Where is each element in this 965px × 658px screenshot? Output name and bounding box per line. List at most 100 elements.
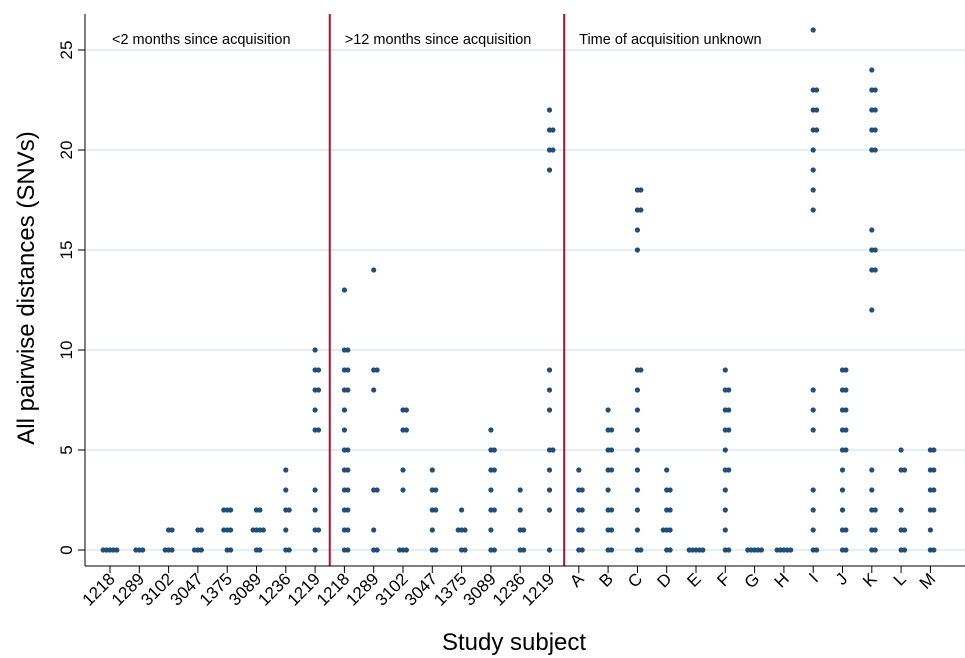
data-point (286, 547, 292, 553)
data-point (550, 127, 556, 133)
data-point (872, 267, 878, 273)
data-point (257, 547, 263, 553)
data-point (931, 467, 937, 473)
data-point (810, 187, 816, 193)
data-point (312, 487, 318, 493)
data-point (221, 507, 227, 513)
data-point (810, 387, 816, 393)
data-point (546, 367, 553, 373)
data-point (608, 507, 615, 513)
data-point (579, 507, 585, 513)
data-point (491, 507, 497, 513)
data-point (931, 447, 937, 453)
data-point (341, 407, 347, 413)
data-point (462, 527, 468, 533)
data-point (810, 167, 816, 173)
data-point (726, 547, 732, 553)
data-point (634, 467, 641, 473)
data-point (872, 527, 878, 533)
y-tick-label: 20 (57, 141, 76, 160)
data-point (169, 527, 175, 533)
data-point (898, 507, 904, 513)
data-point (345, 487, 351, 493)
data-point (312, 407, 318, 413)
data-point (608, 447, 615, 453)
data-point (517, 507, 523, 513)
data-point (872, 507, 878, 513)
data-point (605, 407, 611, 413)
data-point (521, 547, 527, 553)
data-point (634, 407, 641, 413)
data-point (341, 287, 347, 293)
data-point (843, 367, 849, 373)
data-point (488, 487, 494, 493)
data-point (576, 467, 582, 473)
data-point (869, 67, 875, 73)
data-point (488, 527, 494, 533)
data-point (429, 467, 435, 473)
data-point (927, 527, 934, 533)
data-point (546, 487, 553, 493)
data-point (814, 87, 820, 93)
group-label: <2 months since acquisition (112, 32, 291, 48)
data-point (491, 447, 497, 453)
data-point (491, 467, 497, 473)
data-point (546, 467, 553, 473)
data-point (638, 367, 644, 373)
data-point (901, 527, 908, 533)
data-point (869, 467, 875, 473)
data-point (283, 467, 289, 473)
data-point (634, 427, 641, 433)
data-point (638, 547, 644, 553)
data-point (403, 547, 409, 553)
data-point (638, 187, 644, 193)
data-point (162, 547, 168, 553)
data-point (400, 487, 406, 493)
data-point (700, 547, 706, 553)
data-point (810, 147, 816, 153)
data-point (228, 527, 234, 533)
data-point (374, 367, 380, 373)
data-point (901, 547, 908, 553)
data-point (371, 387, 377, 393)
data-point (345, 467, 351, 473)
data-point (634, 247, 641, 253)
data-point (814, 107, 820, 113)
data-point (634, 227, 641, 233)
data-point (634, 447, 641, 453)
group-label: Time of acquisition unknown (579, 32, 761, 48)
data-point (100, 547, 106, 553)
data-point (462, 547, 468, 553)
data-point (810, 427, 816, 433)
data-point (638, 207, 644, 213)
data-point (634, 487, 641, 493)
data-point (839, 467, 846, 473)
data-point (843, 547, 849, 553)
data-point (872, 107, 878, 113)
data-point (345, 547, 351, 553)
data-point (546, 387, 553, 393)
data-point (345, 447, 351, 453)
y-axis-ticks: 0 5 10 15 20 25 (57, 41, 85, 555)
data-point (221, 527, 227, 533)
data-point (579, 547, 585, 553)
data-point (605, 487, 611, 493)
data-point (726, 467, 732, 473)
data-point (664, 467, 670, 473)
group-labels: <2 months since acquisition >12 months si… (112, 32, 762, 48)
y-tick-label: 25 (57, 41, 76, 60)
data-point (345, 507, 351, 513)
data-point (843, 527, 849, 533)
y-tick-label: 0 (57, 545, 76, 554)
data-point (839, 507, 846, 513)
data-point (722, 507, 728, 513)
data-point (608, 427, 615, 433)
data-point (400, 467, 406, 473)
data-point (869, 227, 875, 233)
data-point (579, 487, 585, 493)
data-point (198, 527, 204, 533)
data-point (345, 347, 351, 353)
data-point (722, 487, 728, 493)
data-point (667, 487, 673, 493)
data-point (455, 527, 461, 533)
